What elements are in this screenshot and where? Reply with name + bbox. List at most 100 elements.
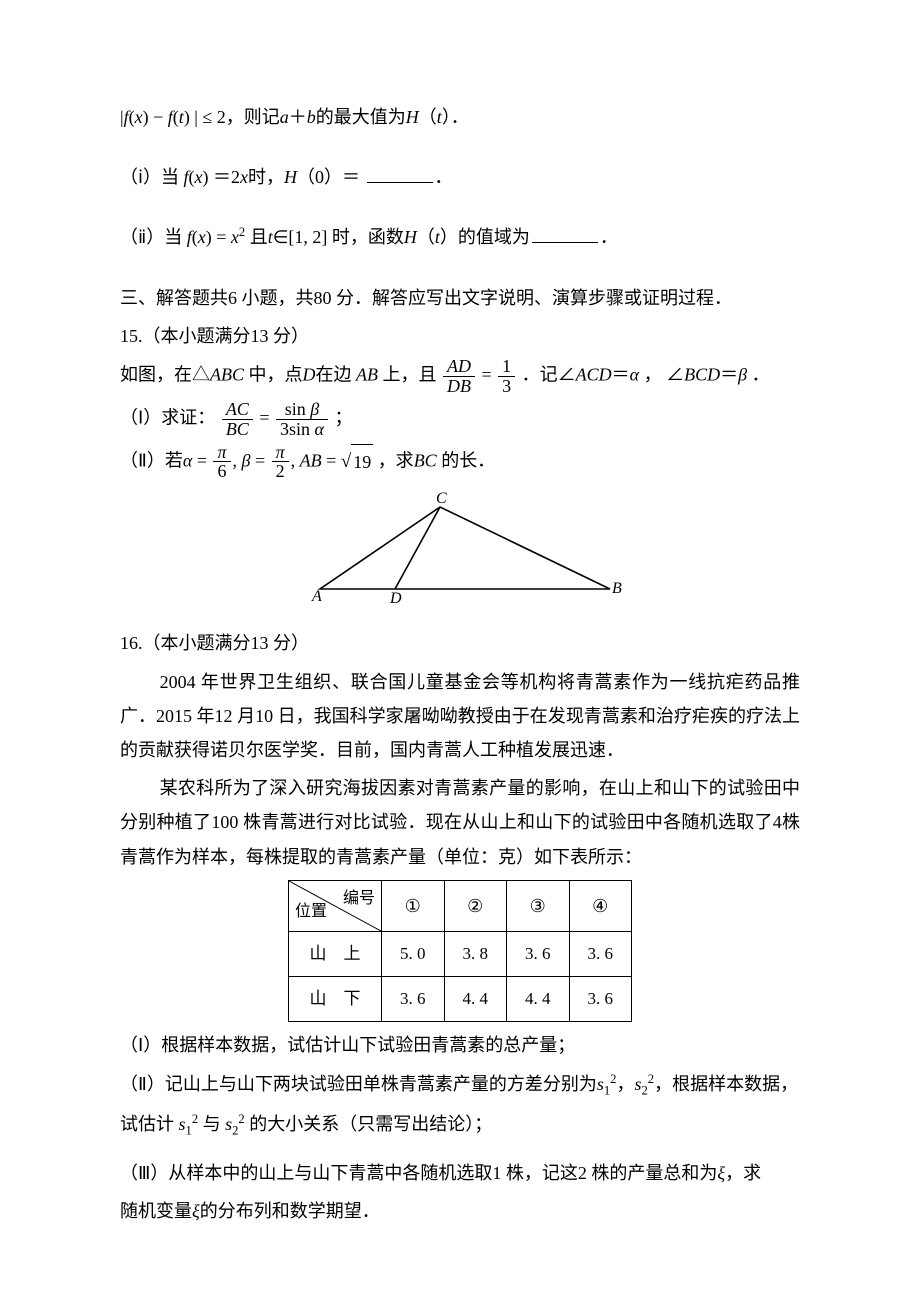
q15-frac1-den: DB (443, 376, 475, 396)
s1b: s (179, 1114, 186, 1134)
row1-name: 山 上 (289, 931, 382, 976)
col-2-lbl: ② (467, 896, 483, 916)
sqrt-arg: 19 (351, 444, 373, 480)
q15-beta: β (738, 364, 747, 384)
diag-bottom: 位置 (295, 897, 327, 927)
q16II-a: （Ⅱ）记山上与山下两块试验田单株青蒿素产量的方差分别为 (120, 1074, 597, 1094)
col-3-lbl: ③ (530, 896, 546, 916)
xi2: ξ (192, 1201, 200, 1221)
q15II-c2: , (291, 450, 300, 470)
tri-B: B (612, 580, 622, 597)
blank-1 (367, 165, 433, 183)
row2-v4: 3. 6 (569, 977, 632, 1022)
q15I-frac1: AC BC (222, 400, 253, 439)
blank-2 (532, 225, 598, 243)
q15I-eq: = (259, 407, 274, 427)
q15I-f2d: 3sin α (276, 419, 328, 439)
row2-v2: 4. 4 (444, 977, 507, 1022)
i-dot: ． (435, 167, 453, 187)
q15II-frac-pi2: π 2 (272, 443, 289, 482)
q16II-b: ， (616, 1074, 634, 1094)
triangle-svg: A B C D (290, 489, 630, 609)
q16-part-ii-line1: （Ⅱ）记山上与山下两块试验田单株青蒿素产量的方差分别为s12，s22，根据样本数… (120, 1067, 800, 1104)
q15-frac1-num: AD (443, 357, 475, 376)
ii-and: 且 (245, 227, 268, 247)
q16II-c: ，根据样本数据， (654, 1074, 798, 1094)
ii-f: f (182, 227, 192, 247)
q15-i: ACD (576, 364, 612, 384)
q16II-d: 试估计 (120, 1114, 179, 1134)
q15-part-ii: （Ⅱ）若α = π 6 , β = π 2 , AB = √19 ，求BC 的长… (120, 443, 800, 482)
cont-line-1: |f(x) − f(t) | ≤ 2，则记a＋b的最大值为H（t）． (120, 100, 800, 134)
xi1: ξ (717, 1163, 725, 1183)
q15II-eq1: = (192, 450, 211, 470)
q16-part-ii-line2: 试估计 s12 与 s22 的大小关系（只需写出结论）； (120, 1107, 800, 1144)
row1-v2: 3. 8 (444, 931, 507, 976)
col-4-lbl: ④ (592, 896, 608, 916)
triangle-figure: A B C D (120, 489, 800, 620)
txt1: 的最大值为 (316, 107, 406, 127)
data-table-wrap: 编号 位置 ① ② ③ ④ 山 上 5. 0 3. 8 3. 6 3. 6 山 … (120, 880, 800, 1023)
q15I-a: （Ⅰ）求证： (120, 407, 215, 427)
ii-H: H (404, 227, 417, 247)
q16-part-iii-line1: （Ⅲ）从样本中的山上与山下青蒿中各随机选取1 株，记这2 株的产量总和为ξ，求 (120, 1156, 800, 1190)
section-3-heading: 三、解答题共6 小题，共80 分．解答应写出文字说明、演算步骤或证明过程． (120, 281, 800, 315)
ii-x2: x (231, 227, 239, 247)
q15I-tail: ； (334, 407, 352, 427)
q15-part-i: （Ⅰ）求证： AC BC = sin β 3sin α ； (120, 400, 800, 439)
ii-x: x (198, 227, 206, 247)
b1: b (307, 107, 316, 127)
rp: ）． (442, 107, 469, 127)
q15-f: AB (356, 364, 378, 384)
q15I-f1d: BC (222, 419, 253, 439)
q16II-e: 与 (198, 1114, 225, 1134)
table-row: 山 下 3. 6 4. 4 4. 4 3. 6 (289, 977, 632, 1022)
lp: （ (419, 107, 437, 127)
tri-C: C (436, 490, 447, 507)
q15-frac2-den: 3 (498, 376, 515, 396)
row2-v3: 4. 4 (507, 977, 570, 1022)
page: |f(x) − f(t) | ≤ 2，则记a＋b的最大值为H（t）． （ⅰ）当 … (0, 0, 920, 1312)
x1: x (135, 107, 143, 127)
ii-eq: ) = (206, 227, 231, 247)
ii-rp: ）的值域为 (440, 227, 530, 247)
q15-m: ＝ (720, 364, 738, 384)
q15II-tail: ，求 (378, 450, 414, 470)
ii-dot: ． (600, 227, 618, 247)
row2-name: 山 下 (289, 977, 382, 1022)
q16II-f: 的大小关系（只需写出结论）； (245, 1114, 493, 1134)
q15-head: 15.（本小题满分13 分） (120, 319, 800, 353)
q15I-3sin: 3sin (280, 419, 315, 439)
q15I-alpha: α (315, 419, 324, 439)
q15I-beta: β (310, 399, 319, 419)
sub-ii: （ⅱ）当 f(x) = x2 且t∈[1, 2] 时，函数H（t）的值域为． (120, 220, 800, 254)
sub-i: （ⅰ）当 f(x) ＝2x时，H（0）＝ ． (120, 160, 800, 194)
q15II-BC: BC (414, 450, 437, 470)
col-1-lbl: ① (405, 896, 421, 916)
q15-frac2-num: 1 (498, 357, 515, 376)
i-lbl: （ⅰ）当 (120, 167, 184, 187)
mid2: ) | ≤ 2，则记 (184, 107, 280, 127)
table-row: 山 上 5. 0 3. 8 3. 6 3. 6 (289, 931, 632, 976)
a1: a (280, 107, 289, 127)
q15II-alpha: α (183, 450, 192, 470)
q16-p2: 某农科所为了深入研究海拔因素对青蒿素产量的影响，在山上和山下的试验田中分别种植了… (120, 771, 800, 874)
q15-l: BCD (684, 364, 720, 384)
q16III-c: 随机变量 (120, 1201, 192, 1221)
q15II-eq2: = (250, 450, 269, 470)
q15-eq1: = (482, 364, 497, 384)
col-3: ③ (507, 880, 570, 931)
q16-p1: 2004 年世界卫生组织、联合国儿童基金会等机构将青蒿素作为一线抗疟药品推广．2… (120, 665, 800, 768)
ii-lp2: （ (417, 227, 435, 247)
q15II-c1: , (233, 450, 242, 470)
q15-k: ， ∠ (639, 364, 684, 384)
i-shi: 时， (248, 167, 284, 187)
s1: s (597, 1074, 604, 1094)
q15I-f1n: AC (222, 400, 253, 419)
tri-A: A (311, 588, 322, 605)
q15-d: D (303, 364, 316, 384)
q15II-eq3: = (322, 450, 341, 470)
row2-v1: 3. 6 (382, 977, 445, 1022)
plus: ＋ (289, 107, 307, 127)
q15-g: 上，且 (378, 364, 441, 384)
